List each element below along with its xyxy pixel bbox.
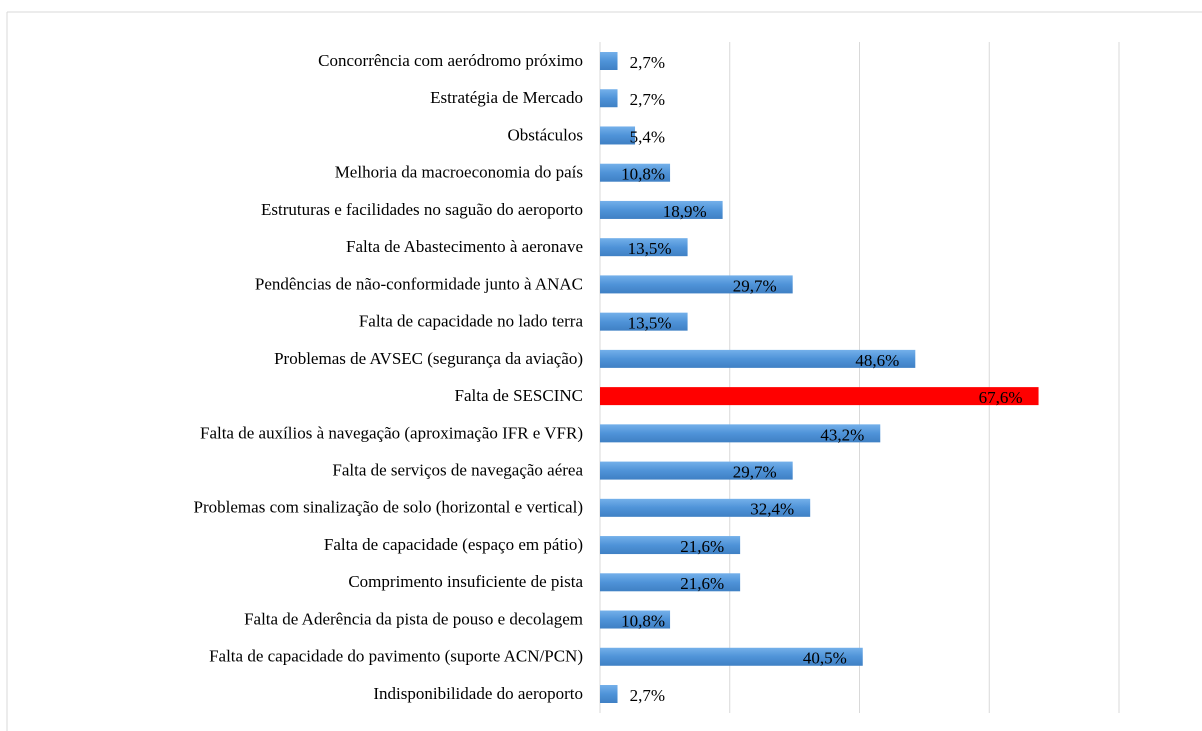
bar xyxy=(600,238,688,257)
value-label: 29,7% xyxy=(733,462,777,481)
value-label: 13,5% xyxy=(628,239,672,258)
value-label: 32,4% xyxy=(750,500,794,519)
y-tick-label: Estratégia de Mercado xyxy=(430,88,583,107)
bar xyxy=(600,126,636,145)
value-label: 10,8% xyxy=(621,611,665,630)
bar xyxy=(600,312,688,331)
value-label: 21,6% xyxy=(680,537,724,556)
y-tick-label: Estruturas e facilidades no saguão do ae… xyxy=(261,200,583,219)
value-label: 21,6% xyxy=(680,574,724,593)
y-tick-label: Falta de auxílios à navegação (aproximaç… xyxy=(200,423,583,442)
value-label: 40,5% xyxy=(803,649,847,668)
value-label: 5,4% xyxy=(630,127,665,146)
y-tick-label: Pendências de não-conformidade junto à A… xyxy=(255,274,583,293)
y-tick-label: Falta de capacidade do pavimento (suport… xyxy=(209,647,583,666)
value-label: 13,5% xyxy=(628,314,672,333)
bar xyxy=(600,163,671,182)
y-tick-label: Falta de SESCINC xyxy=(455,386,583,405)
y-tick-label: Concorrência com aeródromo próximo xyxy=(318,51,583,70)
value-label: 2,7% xyxy=(630,90,665,109)
value-label: 10,8% xyxy=(621,165,665,184)
value-label: 18,9% xyxy=(663,202,707,221)
y-tick-label: Falta de capacidade (espaço em pátio) xyxy=(324,535,583,554)
y-tick-label: Falta de Abastecimento à aeronave xyxy=(346,237,583,256)
y-tick-label: Falta de capacidade no lado terra xyxy=(359,312,584,331)
y-tick-label: Problemas de AVSEC (segurança da aviação… xyxy=(274,349,583,368)
bar xyxy=(600,573,741,592)
y-tick-label: Falta de serviços de navegação aérea xyxy=(332,460,583,479)
y-tick-label: Falta de Aderência da pista de pouso e d… xyxy=(244,609,583,628)
bar xyxy=(600,89,618,108)
value-label: 67,6% xyxy=(979,388,1023,407)
bar xyxy=(600,536,741,555)
value-label: 29,7% xyxy=(733,276,777,295)
value-label: 43,2% xyxy=(820,425,864,444)
y-tick-label: Melhoria da macroeconomia do país xyxy=(335,163,583,182)
bar xyxy=(600,200,723,219)
bar xyxy=(600,461,793,480)
y-tick-label: Comprimento insuficiente de pista xyxy=(348,572,583,591)
bar xyxy=(600,275,793,294)
bar xyxy=(600,498,811,517)
y-tick-label: Obstáculos xyxy=(507,125,583,144)
y-tick-label: Indisponibilidade do aeroporto xyxy=(373,684,583,703)
bar xyxy=(600,424,881,443)
bar xyxy=(600,685,618,703)
bar xyxy=(600,610,671,629)
bar xyxy=(600,52,618,70)
bar xyxy=(600,349,916,368)
bar xyxy=(600,647,863,666)
value-label: 2,7% xyxy=(630,686,665,705)
y-tick-label: Problemas com sinalização de solo (horiz… xyxy=(194,498,583,517)
bar xyxy=(600,387,1039,406)
value-label: 48,6% xyxy=(855,351,899,370)
value-label: 2,7% xyxy=(630,53,665,72)
